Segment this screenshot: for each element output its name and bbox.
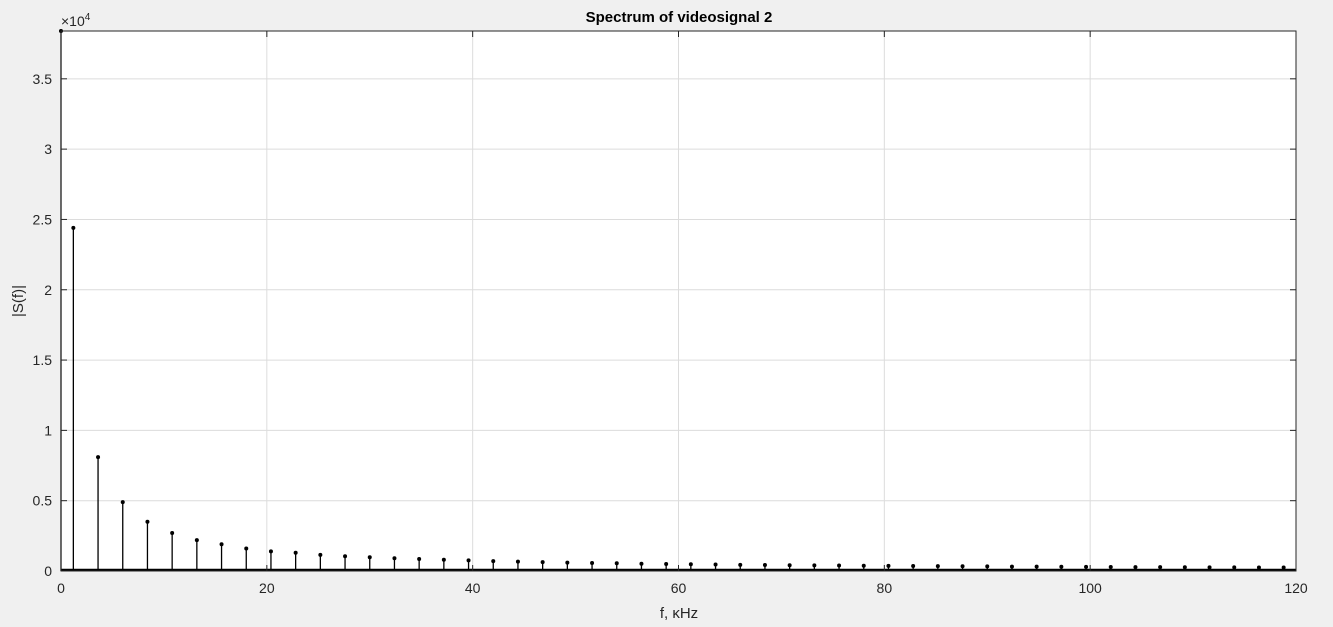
x-tick-labels: 0 20 40 60 80 100 120 bbox=[57, 580, 1308, 596]
y-axis-label: |S(f)| bbox=[10, 285, 27, 317]
stem-marker bbox=[590, 560, 595, 565]
x-tick-label: 0 bbox=[57, 580, 65, 596]
stem-marker bbox=[367, 555, 372, 560]
chart-title: Spectrum of videosignal 2 bbox=[586, 9, 773, 26]
stem-marker bbox=[1084, 564, 1089, 569]
axes-frame bbox=[60, 30, 1297, 572]
stem-marker bbox=[1009, 564, 1014, 569]
stem-marker bbox=[614, 561, 619, 566]
stem-marker bbox=[318, 552, 323, 557]
stem-marker bbox=[985, 564, 990, 569]
stem-marker bbox=[441, 557, 446, 562]
stem-marker bbox=[145, 519, 150, 524]
x-axis-label: f, κHz bbox=[660, 605, 698, 622]
stem-marker bbox=[1182, 565, 1187, 570]
stem-marker bbox=[491, 559, 496, 564]
stem-marker bbox=[417, 557, 422, 562]
stem-marker bbox=[71, 225, 76, 230]
stem-marker bbox=[787, 563, 792, 568]
stem-marker bbox=[565, 560, 570, 565]
x-tick-label: 80 bbox=[877, 580, 893, 596]
y-exponent-base: ×10 bbox=[61, 13, 85, 29]
stem-marker bbox=[1232, 565, 1237, 570]
y-tick-label: 1 bbox=[44, 422, 52, 438]
stem-marker bbox=[837, 563, 842, 568]
stem-marker bbox=[244, 546, 249, 551]
stem-marker bbox=[911, 564, 916, 569]
stem-marker bbox=[639, 561, 644, 566]
stem-marker bbox=[960, 564, 965, 569]
stem-marker bbox=[540, 560, 545, 565]
stem-marker bbox=[120, 500, 125, 505]
stem-marker bbox=[170, 531, 175, 536]
stem-marker bbox=[812, 563, 817, 568]
y-tick-labels: 0 0.5 1 1.5 2 2.5 3 3.5 bbox=[33, 71, 53, 579]
y-tick-label: 2.5 bbox=[33, 211, 53, 227]
stem-marker bbox=[738, 562, 743, 567]
y-exponent-power: 4 bbox=[85, 12, 91, 23]
x-tick-label: 20 bbox=[259, 580, 275, 596]
x-tick-label: 120 bbox=[1284, 580, 1308, 596]
x-tick-label: 100 bbox=[1078, 580, 1102, 596]
x-tick-label: 40 bbox=[465, 580, 481, 596]
stem-marker bbox=[194, 538, 199, 543]
stem-marker bbox=[268, 549, 273, 554]
x-tick-label: 60 bbox=[671, 580, 687, 596]
y-tick-label: 1.5 bbox=[33, 352, 53, 368]
stem-marker bbox=[96, 455, 101, 460]
stem-marker bbox=[1034, 564, 1039, 569]
stem-marker bbox=[1133, 565, 1138, 570]
y-tick-label: 3.5 bbox=[33, 71, 53, 87]
stem-marker bbox=[1059, 564, 1064, 569]
stem-marker bbox=[1207, 565, 1212, 570]
stem-marker bbox=[1108, 564, 1113, 569]
stem-marker bbox=[343, 554, 348, 559]
stem-marker bbox=[861, 563, 866, 568]
stem-marker bbox=[219, 542, 224, 547]
y-exponent-label: ×104 bbox=[61, 12, 91, 29]
stem-marker bbox=[1256, 565, 1261, 570]
stem-marker bbox=[392, 556, 397, 561]
y-tick-label: 0.5 bbox=[33, 493, 53, 509]
y-tick-label: 3 bbox=[44, 141, 52, 157]
stem-marker bbox=[1281, 565, 1286, 570]
stem-marker bbox=[688, 562, 693, 567]
y-tick-label: 0 bbox=[44, 563, 52, 579]
stem-marker bbox=[664, 561, 669, 566]
stem-marker bbox=[762, 562, 767, 567]
stem-marker bbox=[515, 559, 520, 564]
stem-marker bbox=[886, 563, 891, 568]
y-tick-label: 2 bbox=[44, 282, 52, 298]
stem-marker bbox=[713, 562, 718, 567]
stem-marker bbox=[1158, 565, 1163, 570]
stem-marker bbox=[293, 550, 298, 555]
stem-marker bbox=[935, 564, 940, 569]
stem-marker bbox=[466, 558, 471, 563]
grid-lines bbox=[61, 31, 1296, 571]
